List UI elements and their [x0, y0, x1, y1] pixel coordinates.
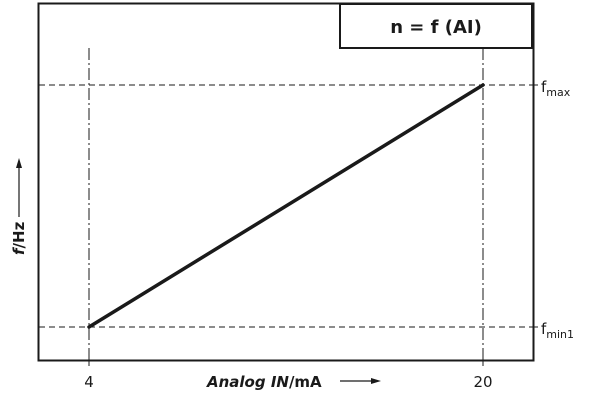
title-box-frame — [339, 3, 533, 49]
y-tick-fmin1-base: f — [541, 320, 547, 338]
y-tick-fmin1-sub: min1 — [546, 328, 574, 341]
y-axis-label: f/Hz — [10, 158, 28, 255]
y-axis-label-italic: f — [10, 246, 28, 255]
y-tick-label-fmin1: fmin1 — [541, 320, 574, 341]
x-axis-label: Analog IN/mA — [206, 373, 381, 391]
y-tick-label-fmax: fmax — [541, 78, 571, 99]
x-axis-label-italic: Analog IN — [206, 373, 289, 391]
title-box: n = f (AI) — [339, 3, 533, 49]
y-tick-fmax-sub: max — [546, 86, 570, 99]
x-axis-label-unit: /mA — [289, 373, 322, 391]
y-tick-fmax-base: f — [541, 78, 547, 96]
x-axis-arrow-head — [371, 378, 381, 384]
y-axis-label-unit: /Hz — [10, 221, 28, 248]
x-tick-label-20: 20 — [473, 373, 492, 391]
series-line — [87, 83, 485, 329]
x-axis-label-text: Analog IN/mA — [206, 373, 322, 391]
reference-lines — [39, 48, 538, 366]
chart-title: n = f (AI) — [390, 17, 482, 38]
y-axis-arrow-head — [16, 158, 22, 168]
x-tick-label-4: 4 — [84, 373, 94, 391]
plot-frame — [37, 2, 535, 362]
y-axis-label-text: f/Hz — [10, 221, 28, 255]
